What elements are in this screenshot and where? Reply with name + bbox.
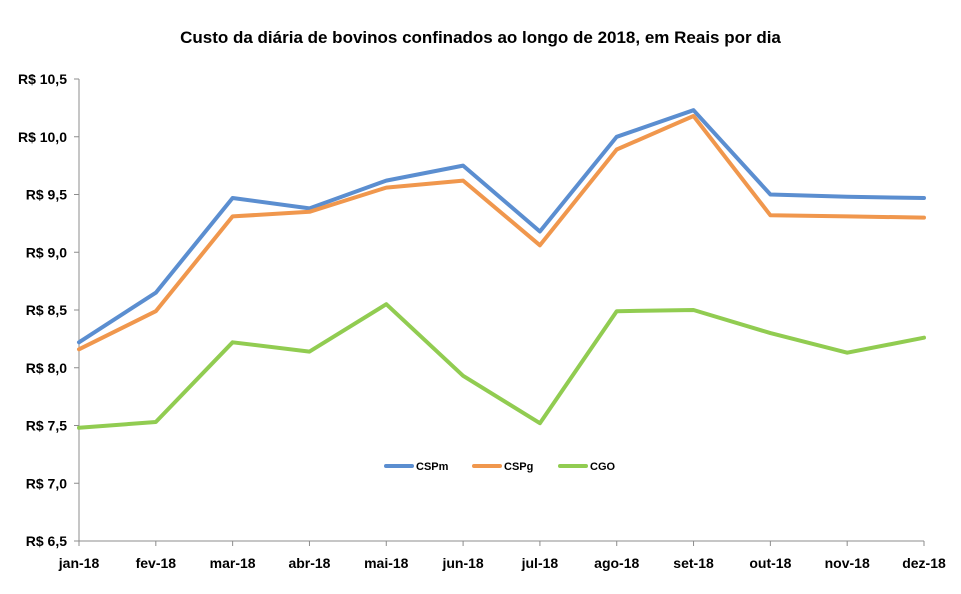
x-tick-label: nov-18 — [825, 555, 870, 571]
y-tick-label: R$ 8,0 — [26, 360, 67, 376]
x-tick-label: jun-18 — [441, 555, 483, 571]
x-tick-label: mar-18 — [210, 555, 256, 571]
y-tick-label: R$ 10,5 — [18, 71, 67, 87]
x-tick-label: abr-18 — [288, 555, 330, 571]
y-tick-label: R$ 8,5 — [26, 302, 67, 318]
x-tick-label: fev-18 — [136, 555, 177, 571]
series-line-cgo — [77, 302, 926, 430]
y-tick-label: R$ 9,0 — [26, 244, 67, 260]
chart-title: Custo da diária de bovinos confinados ao… — [180, 28, 781, 47]
x-tick-label: set-18 — [673, 555, 714, 571]
x-tick-label: jul-18 — [521, 555, 559, 571]
x-tick-label: mai-18 — [364, 555, 409, 571]
x-tick-label: jan-18 — [58, 555, 100, 571]
x-tick-label: ago-18 — [594, 555, 639, 571]
series-line-cspm — [77, 108, 926, 345]
y-tick-label: R$ 7,5 — [26, 418, 67, 434]
y-tick-label: R$ 9,5 — [26, 187, 67, 203]
series-line-cspg — [77, 114, 926, 352]
y-tick-label: R$ 6,5 — [26, 533, 67, 549]
x-tick-label: out-18 — [749, 555, 791, 571]
legend-label-cspg: CSPg — [504, 461, 533, 473]
y-tick-label: R$ 10,0 — [18, 129, 67, 145]
y-tick-label: R$ 7,0 — [26, 475, 67, 491]
x-tick-label: dez-18 — [902, 555, 946, 571]
legend-label-cspm: CSPm — [416, 461, 449, 473]
legend-label-cgo: CGO — [590, 461, 616, 473]
